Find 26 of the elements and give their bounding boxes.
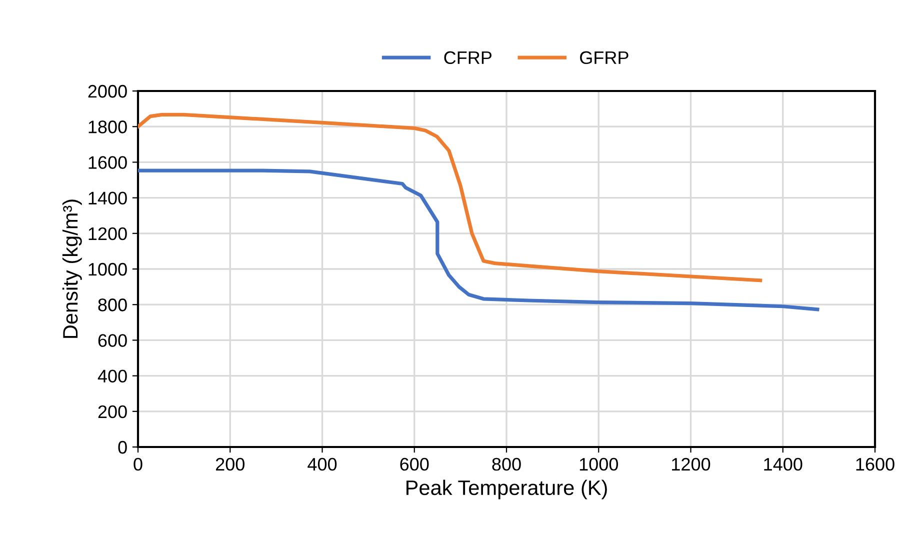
x-tick-label: 1400	[764, 458, 802, 471]
y-tick-label: 200	[98, 405, 127, 418]
x-tick-label: 1600	[856, 458, 894, 471]
y-tick-label: 1000	[88, 262, 127, 276]
x-tick-label: 800	[492, 458, 521, 471]
y-tick-label: 1800	[88, 120, 127, 134]
y-tick-label: 2000	[88, 84, 127, 98]
x-tick-label: 1200	[672, 458, 710, 471]
y-tick-label: 1600	[88, 156, 127, 169]
x-tick-label: 1000	[580, 458, 618, 471]
x-tick-label: 600	[400, 458, 429, 471]
x-tick-label: 0	[134, 458, 142, 471]
x-tick-label: 200	[216, 458, 244, 471]
line-series	[138, 168, 820, 312]
y-tick-label: 1400	[88, 192, 127, 205]
x-tick-label: 400	[308, 458, 337, 471]
legend-label: CFRP	[444, 51, 492, 64]
x-axis-title: Peak Temperature (K)	[406, 480, 607, 500]
line-series	[138, 112, 762, 282]
y-axis-title: Density (kg/m³)	[62, 200, 82, 338]
y-tick-label: 800	[98, 298, 127, 312]
y-tick-label: 600	[98, 334, 127, 347]
legend-label: GFRP	[580, 51, 628, 64]
y-tick-label: 400	[98, 370, 127, 383]
y-tick-label: 1200	[88, 227, 127, 240]
y-tick-label: 0	[118, 440, 127, 454]
